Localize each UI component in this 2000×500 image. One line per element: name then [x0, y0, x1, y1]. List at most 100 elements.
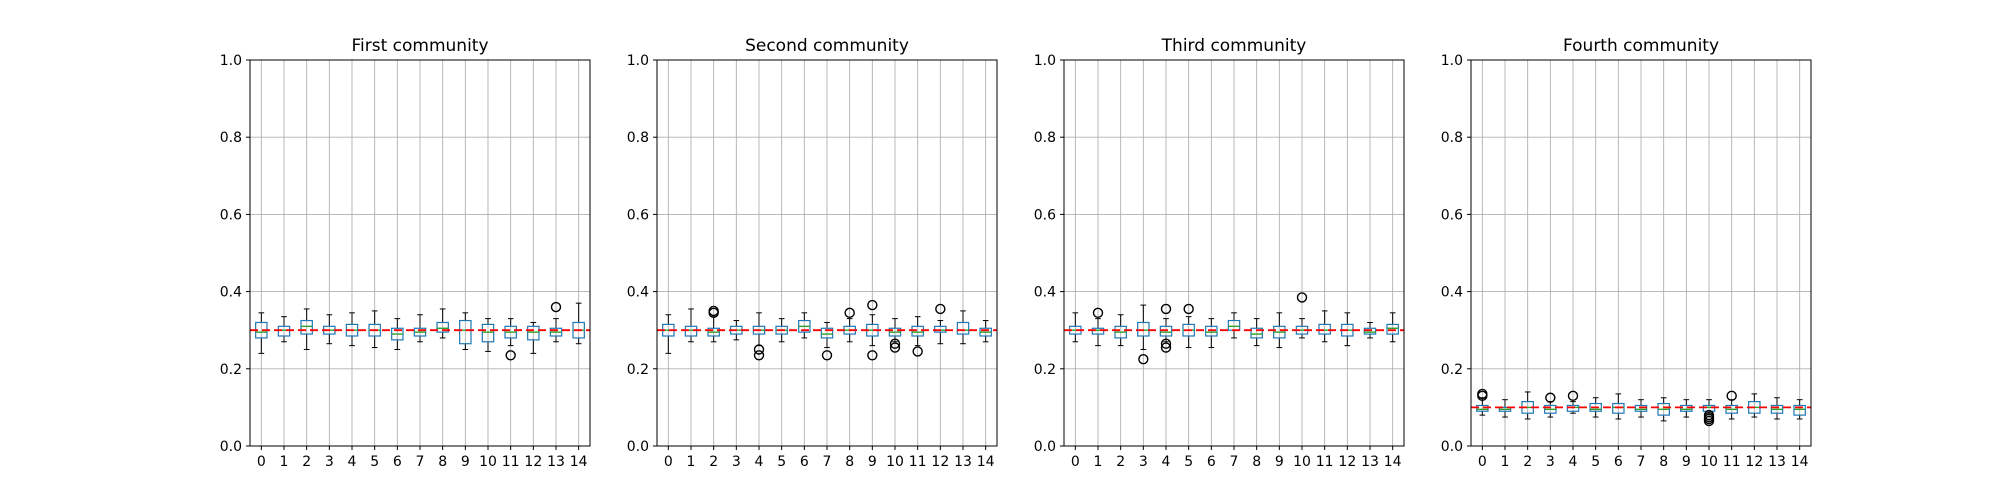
x-tick-label: 7: [823, 454, 832, 470]
x-tick-label: 10: [886, 454, 904, 470]
outlier-point: [889, 338, 901, 349]
box-7: [413, 314, 427, 343]
x-tick-label: 14: [570, 454, 588, 470]
box-body: [1137, 321, 1150, 337]
outlier-point: [935, 303, 946, 315]
box-5: [1589, 397, 1602, 418]
y-tick-label: 0.2: [1441, 362, 1463, 378]
x-tick-label: 13: [1768, 454, 1786, 470]
box-8: [1657, 397, 1670, 422]
y-tick-label: 0.6: [1441, 207, 1463, 223]
box-body: [300, 319, 313, 335]
box-body: [1793, 404, 1806, 416]
box-7: [1634, 399, 1648, 418]
chart-title: Fourth community: [1563, 36, 1719, 56]
outlier-point: [1703, 409, 1715, 421]
box-body: [1612, 402, 1625, 414]
x-tick-label: 9: [1275, 454, 1284, 470]
box-body: [1634, 404, 1648, 412]
box-13: [549, 301, 563, 343]
x-tick-label: 12: [1338, 454, 1356, 470]
box-body: [1205, 325, 1218, 337]
x-tick-label: 3: [732, 454, 741, 470]
box-body: [277, 325, 291, 337]
y-tick-label: 0.2: [1034, 362, 1056, 378]
x-tick-label: 8: [1659, 454, 1668, 470]
x-tick-label: 7: [416, 454, 425, 470]
box-11: [1725, 390, 1738, 420]
x-tick-label: 0: [664, 454, 673, 470]
x-tick-label: 10: [1700, 454, 1718, 470]
y-tick-label: 0.4: [220, 285, 242, 301]
box-body: [684, 325, 698, 337]
x-tick-label: 8: [845, 454, 854, 470]
y-tick-label: 0.4: [1034, 285, 1056, 301]
x-tick-label: 3: [1546, 454, 1555, 470]
box-body: [1476, 404, 1489, 412]
y-tick-label: 0.8: [220, 130, 242, 146]
x-tick-label: 14: [1384, 454, 1402, 470]
x-tick-label: 5: [777, 454, 786, 470]
box-body: [1318, 323, 1331, 335]
x-tick-label: 4: [1569, 454, 1578, 470]
outlier-point: [821, 350, 833, 361]
axes-frame: [1063, 59, 1405, 447]
y-tick-label: 1.0: [1441, 53, 1463, 69]
box-6: [1205, 318, 1218, 349]
box-body: [527, 325, 540, 341]
y-tick-label: 0.8: [627, 130, 649, 146]
box-11: [911, 316, 924, 357]
x-tick-label: 12: [1745, 454, 1763, 470]
outlier-point: [844, 307, 855, 319]
x-tick-label: 12: [524, 454, 542, 470]
box-3: [1544, 392, 1557, 418]
x-tick-label: 10: [1293, 454, 1311, 470]
box-body: [1363, 327, 1377, 335]
y-tick-label: 0.8: [1441, 130, 1463, 146]
x-tick-label: 7: [1230, 454, 1239, 470]
x-tick-label: 1: [687, 454, 696, 470]
outlier-point: [1726, 390, 1737, 402]
y-tick-label: 0.6: [627, 207, 649, 223]
box-9: [1680, 399, 1693, 418]
x-tick-label: 10: [479, 454, 497, 470]
x-tick-label: 2: [709, 454, 718, 470]
x-tick-label: 13: [547, 454, 565, 470]
outlier-point: [1545, 392, 1556, 403]
x-tick-label: 8: [438, 454, 447, 470]
x-tick-label: 5: [370, 454, 379, 470]
chart-title: Third community: [1161, 36, 1307, 56]
box-2: [707, 305, 720, 343]
outlier-point: [708, 305, 719, 317]
outlier-point: [505, 350, 516, 361]
box-body: [481, 323, 495, 343]
box-8: [1250, 318, 1263, 347]
x-tick-label: 1: [1501, 454, 1510, 470]
outlier-point: [912, 346, 923, 357]
box-4: [752, 312, 766, 361]
y-tick-label: 0.0: [1441, 439, 1463, 455]
box-6: [798, 312, 811, 339]
x-tick-label: 6: [1614, 454, 1623, 470]
x-tick-label: 4: [1162, 454, 1171, 470]
box-5: [1182, 303, 1195, 349]
box-body: [1386, 323, 1399, 335]
x-tick-label: 2: [1116, 454, 1125, 470]
x-tick-label: 9: [461, 454, 470, 470]
outlier-point: [753, 350, 765, 361]
y-tick-label: 0.0: [1034, 439, 1056, 455]
box-8: [436, 308, 449, 339]
x-tick-label: 0: [257, 454, 266, 470]
x-tick-label: 8: [1252, 454, 1261, 470]
x-tick-label: 2: [302, 454, 311, 470]
box-body: [934, 325, 947, 333]
box-6: [391, 318, 404, 350]
y-tick-label: 0.8: [1034, 130, 1056, 146]
outlier-point: [1183, 303, 1194, 315]
outlier-point: [1477, 388, 1488, 400]
box-body: [956, 321, 970, 335]
box-body: [436, 321, 449, 333]
y-tick-label: 0.6: [1034, 207, 1056, 223]
